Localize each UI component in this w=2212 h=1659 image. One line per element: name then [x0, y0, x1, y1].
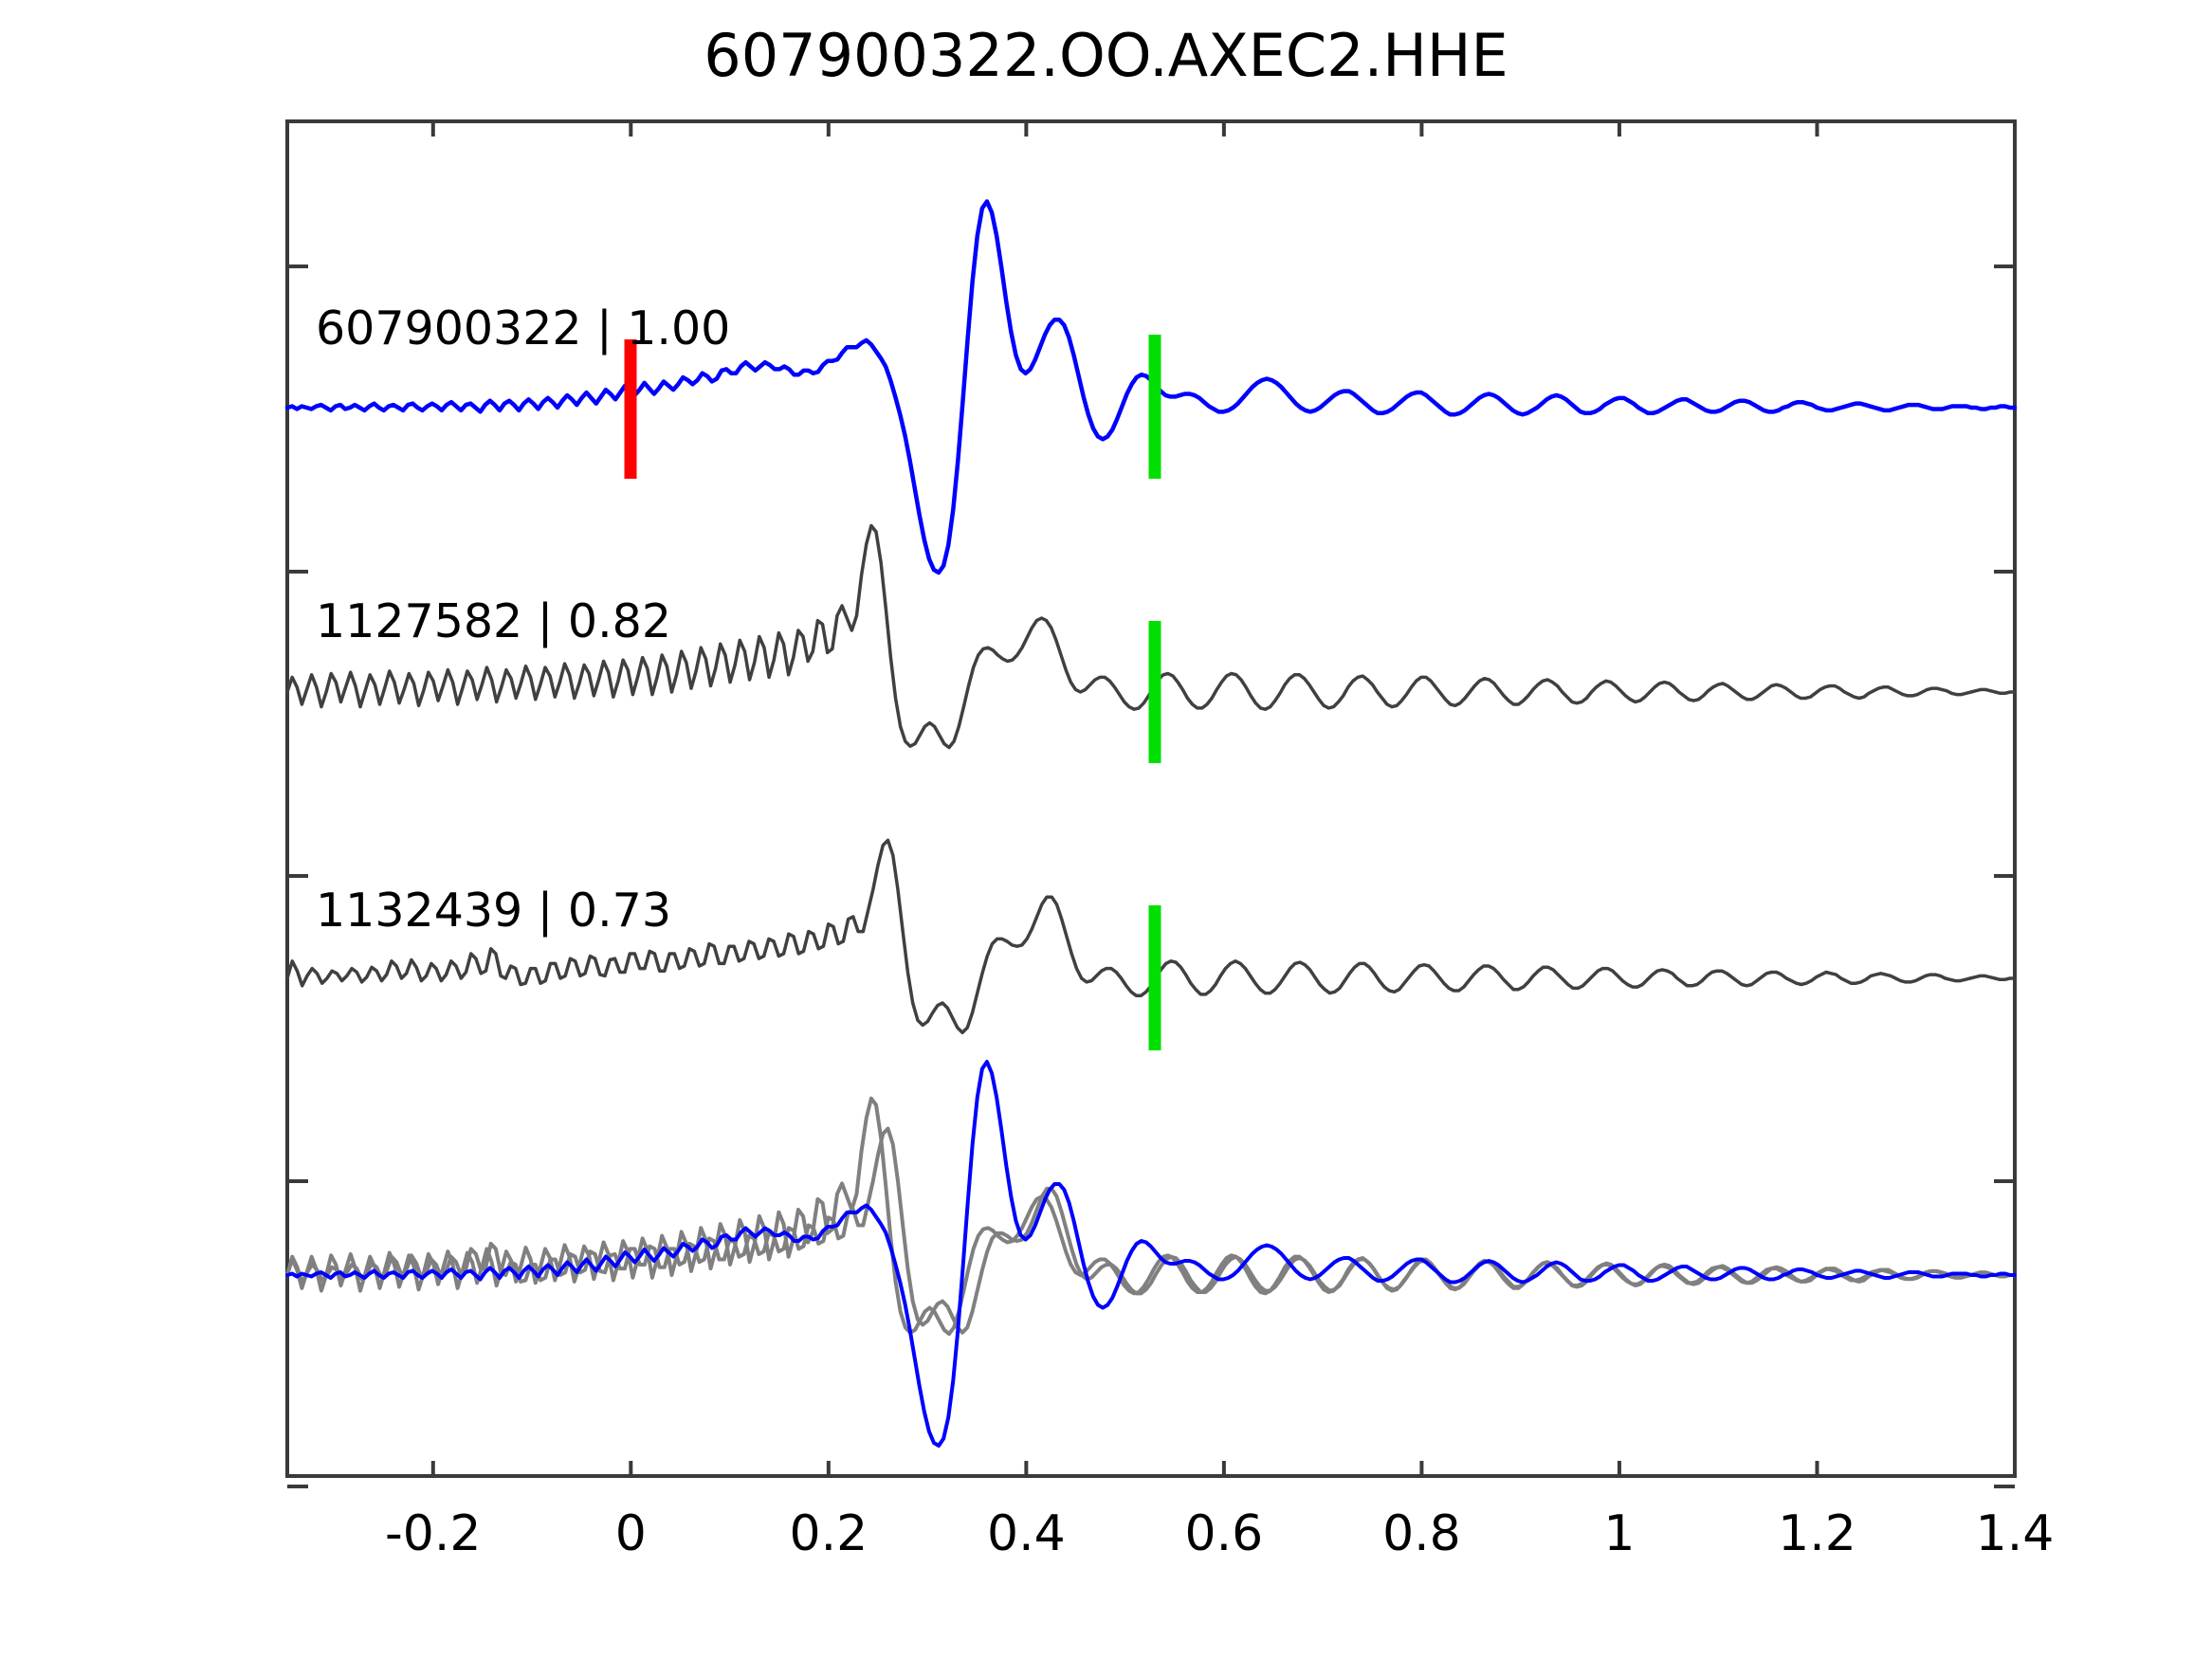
overlay-trace-1127582: [285, 1096, 2017, 1337]
x-axis-tick-labels: -0.2 0 0.2 0.4 0.6 0.8 1 1.2 1.4: [385, 1505, 2054, 1562]
trace-label-group: 607900322 | 1.00 1127582 | 0.82 1132439 | …: [316, 301, 730, 938]
x-tick-label: 1: [1603, 1505, 1635, 1562]
x-tick-label: 0: [615, 1505, 647, 1562]
y-axis-ticks: [287, 264, 2015, 1488]
x-tick-label: 0.6: [1185, 1505, 1264, 1562]
x-tick-label: 0.2: [789, 1505, 868, 1562]
plot-frame: [285, 119, 2017, 1478]
trace-label-1127582: 1127582 | 0.82: [316, 594, 671, 648]
trace-label-1132439: 1132439 | 0.73: [316, 884, 671, 938]
pick-marker-s-pick: [1148, 621, 1161, 763]
overlay-trace-607900322: [285, 1060, 2017, 1448]
pick-marker-s-pick: [1148, 335, 1161, 479]
x-tick-label: -0.2: [385, 1505, 481, 1562]
x-tick-label: 1.4: [1976, 1505, 2055, 1562]
x-tick-label: 0.8: [1382, 1505, 1461, 1562]
x-axis-ticks: [430, 121, 2017, 1476]
trace-label-607900322: 607900322 | 1.00: [316, 301, 730, 356]
pick-marker-p-pick: [624, 339, 637, 479]
overlay-trace-1132439: [285, 1126, 2017, 1335]
pick-marker-group: [624, 335, 1161, 1050]
pick-marker-s-pick: [1148, 905, 1161, 1050]
x-tick-label: 0.4: [987, 1505, 1066, 1562]
page-title: 607900322.OO.AXEC2.HHE: [704, 21, 1508, 90]
x-tick-label: 1.2: [1778, 1505, 1856, 1562]
